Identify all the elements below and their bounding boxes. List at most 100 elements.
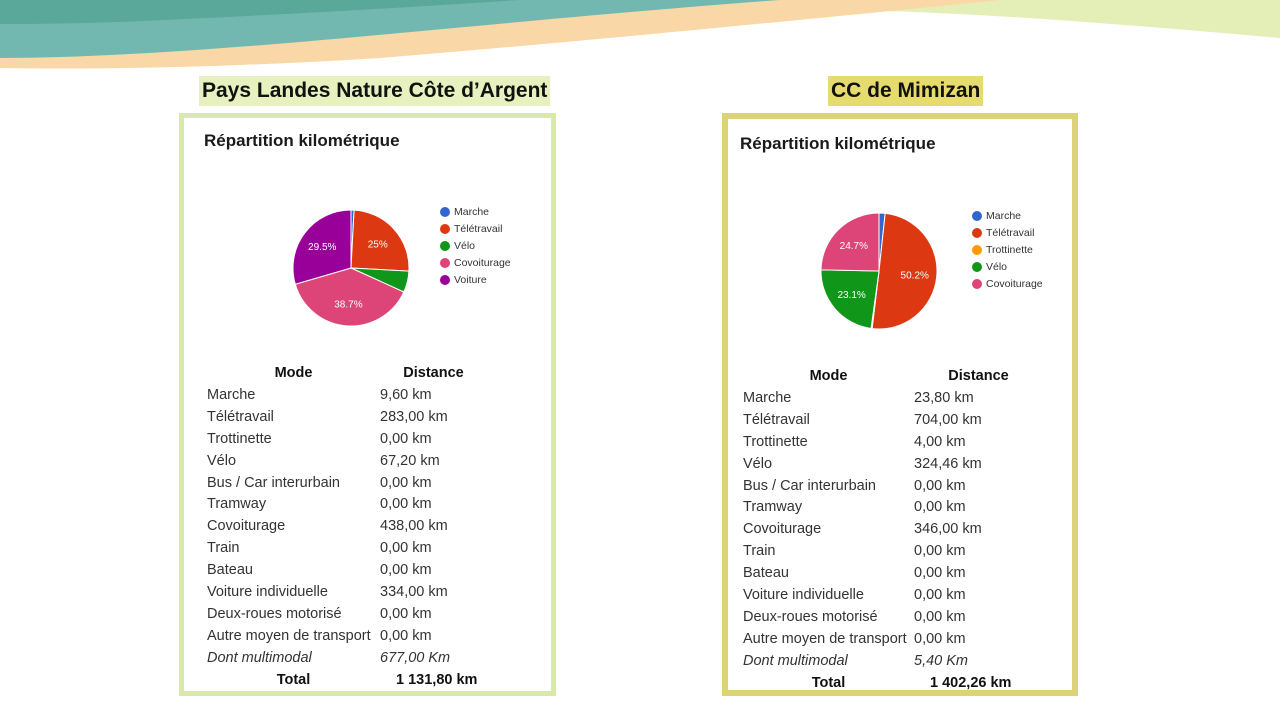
table-row: Covoiturage 346,00 km	[743, 518, 1043, 540]
column-header-distance: Distance	[948, 368, 1009, 384]
distance-cell: 0,00 km	[914, 477, 966, 494]
column-header-mode: Mode	[809, 368, 848, 384]
pie-slice-velo	[820, 269, 880, 330]
legend-label: Vélo	[454, 240, 476, 252]
table-row: Bus / Car interurbain 0,00 km	[743, 475, 1043, 497]
mode-cell: Vélo	[207, 452, 237, 469]
distance-cell: 23,80 km	[914, 389, 974, 406]
legend-swatch	[972, 210, 982, 221]
multimodal-distance: 677,00 Km	[380, 649, 451, 666]
distance-cell: 0,00 km	[914, 630, 966, 647]
mode-cell: Autre moyen de transport	[743, 630, 907, 647]
table-row: Marche 9,60 km	[207, 384, 487, 406]
mode-cell: Télétravail	[743, 411, 810, 428]
multimodal-row: Dont multimodal 5,40 Km	[743, 650, 1043, 672]
multimodal-label: Dont multimodal	[743, 652, 848, 669]
distance-cell: 0,00 km	[914, 608, 966, 625]
legend-item: Trottinette	[972, 242, 1043, 259]
mode-cell: Vélo	[743, 455, 773, 472]
mode-cell: Deux-roues motorisé	[743, 608, 878, 625]
mode-cell: Trottinette	[743, 433, 808, 450]
mode-cell: Bus / Car interurbain	[743, 477, 876, 494]
distance-cell: 67,20 km	[380, 452, 440, 469]
column-header-mode: Mode	[274, 365, 313, 381]
table-row: Télétravail 283,00 km	[207, 406, 487, 428]
table-row: Télétravail 704,00 km	[743, 409, 1043, 431]
slice-label: 38.7%	[334, 299, 362, 310]
table-row: Deux-roues motorisé 0,00 km	[207, 603, 487, 625]
distance-cell: 438,00 km	[380, 518, 448, 535]
legend-swatch	[440, 274, 450, 285]
table-row: Autre moyen de transport 0,00 km	[207, 625, 487, 647]
table-row: Tramway 0,00 km	[743, 496, 1043, 518]
slice-label: 24.7%	[840, 241, 868, 252]
table-row: Voiture individuelle 0,00 km	[743, 584, 1043, 606]
distance-cell: 4,00 km	[914, 433, 966, 450]
legend-label: Trottinette	[986, 244, 1033, 256]
mode-cell: Autre moyen de transport	[207, 627, 371, 644]
mode-cell: Voiture individuelle	[743, 586, 864, 603]
mode-cell: Train	[207, 540, 240, 557]
legend-item: Télétravail	[440, 221, 511, 238]
slice-label: 29.5%	[308, 242, 336, 253]
table-row: Bateau 0,00 km	[743, 562, 1043, 584]
table-row: Trottinette 0,00 km	[207, 428, 487, 450]
mode-cell: Tramway	[207, 496, 267, 513]
mode-cell: Voiture individuelle	[207, 583, 328, 600]
mode-cell: Train	[743, 543, 776, 560]
legend-item: Covoiturage	[440, 255, 511, 272]
table-row: Marche 23,80 km	[743, 387, 1043, 409]
legend-item: Vélo	[440, 238, 511, 255]
panel-pays-landes: Répartition kilométrique 25% 38.7% 29.5% M…	[179, 113, 556, 696]
distance-table: Mode Distance Marche 9,60 km Télétravail 28…	[207, 362, 487, 690]
table-row: Voiture individuelle 334,00 km	[207, 581, 487, 603]
mode-cell: Marche	[743, 389, 792, 406]
total-distance: 1 131,80 km	[396, 671, 478, 688]
legend-label: Télétravail	[986, 227, 1035, 239]
legend-swatch	[972, 227, 982, 238]
table-row: Bus / Car interurbain 0,00 km	[207, 472, 487, 494]
distance-cell: 0,00 km	[914, 586, 966, 603]
legend-label: Voiture	[454, 274, 487, 286]
distance-cell: 0,00 km	[380, 562, 432, 579]
distance-cell: 0,00 km	[914, 565, 966, 582]
legend-label: Covoiturage	[454, 257, 511, 269]
mode-cell: Bateau	[207, 562, 253, 579]
legend-label: Télétravail	[454, 223, 503, 235]
legend-swatch	[972, 261, 982, 272]
pie-chart: 25% 38.7% 29.5%	[292, 209, 410, 327]
table-row: Trottinette 4,00 km	[743, 431, 1043, 453]
legend-label: Vélo	[986, 261, 1008, 273]
legend-item: Télétravail	[972, 225, 1043, 242]
table-header-row: Mode Distance	[207, 362, 487, 384]
table-row: Vélo 324,46 km	[743, 453, 1043, 475]
distance-cell: 0,00 km	[380, 540, 432, 557]
total-row: Total 1 131,80 km	[207, 669, 487, 691]
distance-cell: 704,00 km	[914, 411, 982, 428]
distance-cell: 346,00 km	[914, 521, 982, 538]
distance-cell: 0,00 km	[914, 543, 966, 560]
pie-slice-voiture	[292, 209, 352, 285]
mode-cell: Marche	[207, 386, 256, 403]
legend-item: Vélo	[972, 259, 1043, 276]
table-row: Tramway 0,00 km	[207, 493, 487, 515]
legend-swatch	[440, 240, 450, 251]
legend-item: Marche	[972, 208, 1043, 225]
total-row: Total 1 402,26 km	[743, 672, 1043, 694]
table-row: Train 0,00 km	[743, 540, 1043, 562]
pie-chart: 50.2% 23.1% 24.7%	[820, 212, 938, 330]
legend-item: Marche	[440, 204, 511, 221]
legend-label: Marche	[986, 210, 1022, 222]
table-row: Covoiturage 438,00 km	[207, 515, 487, 537]
mode-cell: Bateau	[743, 565, 789, 582]
distance-cell: 0,00 km	[914, 499, 966, 516]
distance-cell: 0,00 km	[380, 627, 432, 644]
distance-cell: 0,00 km	[380, 496, 432, 513]
table-row: Train 0,00 km	[207, 537, 487, 559]
table-row: Vélo 67,20 km	[207, 450, 487, 472]
distance-cell: 9,60 km	[380, 386, 432, 403]
mode-cell: Trottinette	[207, 430, 272, 447]
legend-label: Covoiturage	[986, 278, 1043, 290]
mode-cell: Covoiturage	[207, 518, 286, 535]
table-header-row: Mode Distance	[743, 365, 1043, 387]
